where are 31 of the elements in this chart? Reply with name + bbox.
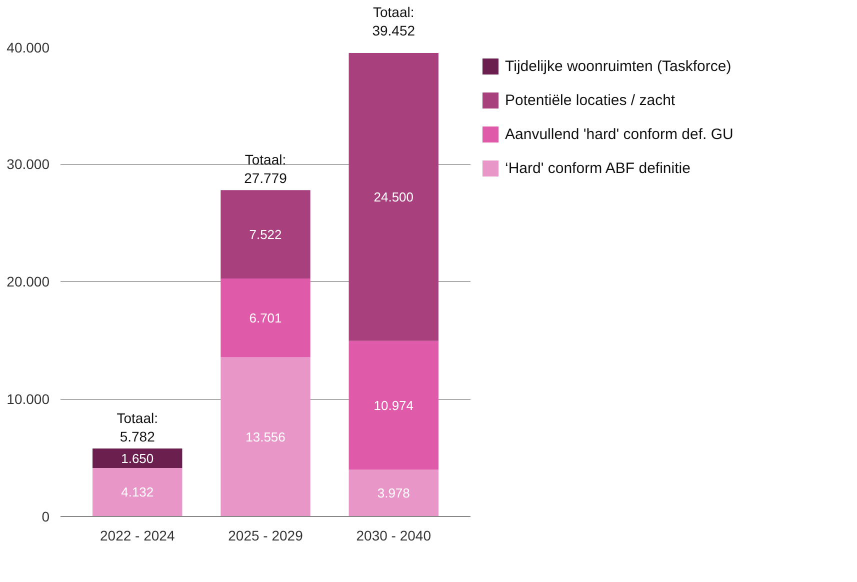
bar [220,357,310,516]
bar [220,190,310,278]
data-label: 10.974 [374,398,414,413]
legend-label: Potentiële locaties / zacht [505,92,676,108]
data-label: 3.978 [377,486,410,501]
y-tick-label: 20.000 [6,274,50,290]
data-label: 7.522 [249,226,282,242]
bar [220,278,310,358]
bar [348,340,438,470]
bar [92,448,182,468]
data-label: 6.701 [249,310,282,326]
bar [348,470,438,516]
x-tick-label: 2022 - 2024 [100,528,175,544]
legend-label: Tijdelijke woonruimten (Taskforce) [505,58,732,74]
legend-label: ‘Hard' conform ABF definitie [505,160,690,176]
total-label: Totaal: 5.782 [116,410,158,445]
y-tick-label: 40.000 [6,40,50,56]
bar [348,52,438,341]
total-label: Totaal: 27.779 [244,152,288,186]
data-label: 4.132 [121,484,154,500]
y-tick-label: 10.000 [6,391,50,407]
x-tick-label: 2030 - 2040 [356,528,432,544]
data-label: 24.500 [374,189,414,204]
data-label: 13.556 [246,429,286,444]
legend-label: Aanvullend 'hard' conform def. GU [505,126,734,142]
y-tick-label: 30.000 [6,156,50,172]
y-tick-label: 0 [42,508,50,524]
data-label: 1.650 [121,450,154,466]
x-tick-label: 2025 - 2029 [228,528,304,544]
bar [92,468,182,516]
total-label: Totaal: 39.452 [372,4,416,38]
